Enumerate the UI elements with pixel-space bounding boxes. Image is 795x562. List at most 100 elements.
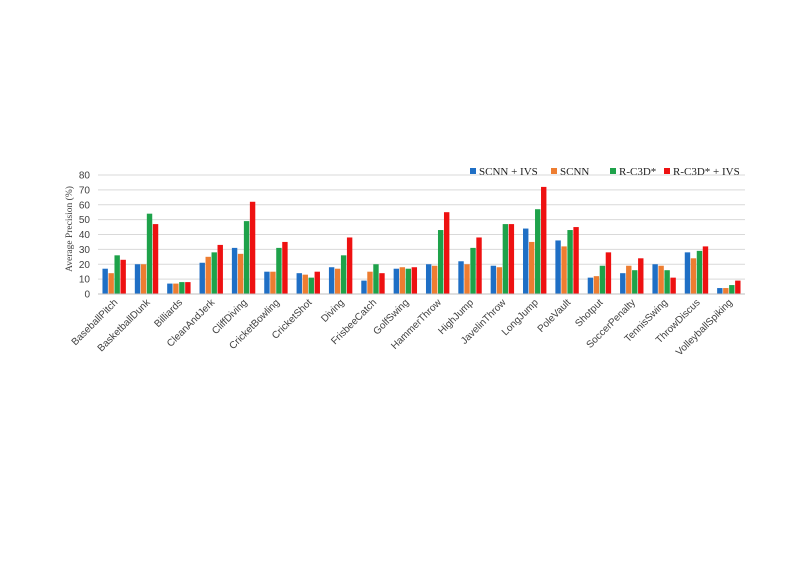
- bar: [134, 264, 141, 294]
- bar: [314, 271, 320, 294]
- bar: [211, 252, 217, 294]
- bar: [249, 201, 256, 294]
- bar: [217, 244, 223, 294]
- bar: [296, 273, 302, 294]
- bar: [729, 285, 735, 294]
- bar: [437, 230, 444, 294]
- legend-item: R-C3D*: [610, 166, 656, 178]
- bar: [185, 282, 191, 294]
- y-tick-label: 40: [79, 230, 91, 241]
- legend-item: SCNN + IVS: [470, 166, 538, 178]
- bar: [690, 258, 697, 294]
- bar: [464, 264, 470, 294]
- x-tick-label: Shotput: [573, 297, 605, 329]
- bar: [367, 271, 373, 294]
- bar: [664, 270, 670, 294]
- bar: [282, 241, 288, 294]
- bar: [476, 237, 482, 294]
- y-tick-label: 80: [79, 171, 91, 182]
- bar: [508, 224, 515, 294]
- bar: [140, 264, 147, 294]
- bar: [587, 277, 594, 294]
- bar: [328, 267, 335, 294]
- bar: [102, 268, 108, 294]
- legend-label: SCNN + IVS: [479, 166, 538, 178]
- bar: [632, 270, 638, 294]
- legend-swatch: [551, 168, 557, 174]
- bar: [723, 288, 729, 294]
- y-tick-label: 0: [84, 290, 90, 301]
- x-tick-label: Billiards: [152, 297, 185, 330]
- bar: [146, 213, 153, 294]
- legend-label: R-C3D*: [619, 166, 656, 178]
- bar: [373, 264, 379, 294]
- bar: [470, 247, 476, 294]
- bar: [670, 277, 676, 294]
- bar: [205, 256, 211, 294]
- bar: [199, 262, 205, 294]
- bar: [443, 212, 450, 294]
- bar: [458, 261, 464, 294]
- bar: [152, 224, 159, 294]
- bar: [658, 265, 664, 294]
- bar: [411, 267, 418, 294]
- legend-swatch: [664, 168, 670, 174]
- y-tick-label: 10: [79, 275, 91, 286]
- x-tick-label: PoleVault: [536, 297, 574, 335]
- bar: [626, 265, 632, 294]
- gridlines: [98, 174, 745, 280]
- y-axis-label: Average Precision (%): [64, 186, 75, 272]
- bar: [179, 282, 185, 294]
- bar: [605, 252, 612, 294]
- bar: [167, 283, 173, 294]
- bar: [502, 224, 509, 294]
- bar: [399, 267, 406, 294]
- legend-swatch: [470, 168, 476, 174]
- bar: [243, 221, 250, 294]
- bar: [573, 227, 579, 294]
- bar: [523, 228, 529, 294]
- bar: [652, 264, 658, 294]
- y-tick-label: 30: [79, 245, 91, 256]
- bar: [529, 241, 535, 294]
- x-tick-label: VolleyballSpiking: [674, 297, 735, 358]
- bar: [120, 259, 126, 294]
- bar: [684, 252, 691, 294]
- bar: [346, 237, 353, 294]
- bar: [496, 267, 503, 294]
- bar: [593, 276, 600, 294]
- legend-swatch: [610, 168, 616, 174]
- bar: [735, 280, 741, 294]
- bar: [334, 268, 341, 294]
- x-tick-label: Diving: [319, 297, 346, 324]
- bar: [717, 288, 723, 294]
- legend-label: R-C3D* + IVS: [673, 166, 740, 178]
- y-tick-label: 50: [79, 215, 91, 226]
- bar: [231, 247, 238, 294]
- bar: [379, 273, 385, 294]
- bar: [237, 253, 244, 294]
- bar: [108, 273, 114, 294]
- bar: [561, 246, 567, 294]
- bar: [431, 265, 438, 294]
- bar: [302, 274, 308, 294]
- bar: [696, 250, 703, 294]
- bar: [638, 258, 644, 294]
- bar: [702, 246, 709, 294]
- bar: [340, 255, 347, 294]
- bar: [599, 265, 606, 294]
- bar: [555, 240, 561, 294]
- legend-item: SCNN: [551, 166, 589, 178]
- bar: [490, 265, 497, 294]
- bar: [114, 255, 120, 294]
- legend: SCNN + IVS SCNN R-C3D* R-C3D* + IVS: [470, 166, 740, 178]
- bar: [308, 277, 314, 294]
- y-tick-label: 20: [79, 260, 91, 271]
- bars: [102, 186, 741, 294]
- bar: [541, 186, 547, 294]
- y-tick-label: 70: [79, 185, 91, 196]
- bar: [620, 273, 626, 294]
- bar: [535, 209, 541, 294]
